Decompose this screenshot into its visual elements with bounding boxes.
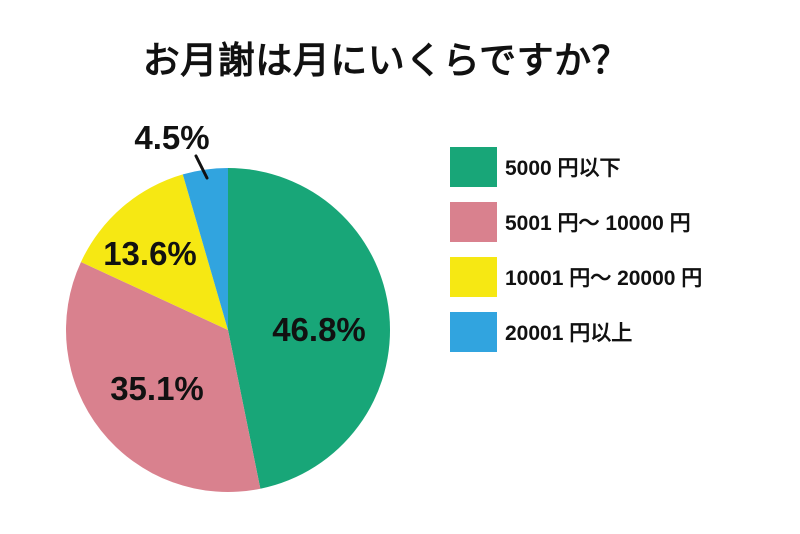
pie-slice (228, 168, 391, 489)
pie-slice (66, 261, 261, 493)
pie-slices (66, 168, 391, 493)
legend-label: 5000 円以下 (505, 157, 621, 180)
legend-item: 5001 円〜 10000 円 (450, 202, 702, 242)
pie-slice (80, 174, 228, 330)
leader-line-blue-slice (194, 154, 209, 180)
legend-item: 5000 円以下 (450, 147, 702, 187)
legend-swatch-pink (450, 202, 497, 242)
slice-value-label-blue: 4.5% (134, 119, 209, 156)
pie-chart: 46.8% 35.1% 13.6% 4.5% (66, 119, 391, 493)
pie-slice (182, 168, 228, 330)
chart-title: お月謝は月にいくらですか？ (142, 40, 630, 81)
legend-swatch-yellow (450, 257, 497, 297)
legend-swatch-green (450, 147, 497, 187)
legend-label: 10001 円〜 20000 円 (505, 267, 703, 290)
legend-item: 10001 円〜 20000 円 (450, 257, 702, 297)
legend-label: 5001 円〜 10000 円 (505, 212, 691, 235)
slice-value-label-yellow: 13.6% (103, 235, 197, 272)
legend-swatch-blue (450, 312, 497, 352)
legend-label: 20001 円以上 (505, 322, 633, 345)
pie-chart-area: 46.8% 35.1% 13.6% 4.5% (36, 110, 436, 510)
legend: 5000 円以下 5001 円〜 10000 円 10001 円〜 20000 … (450, 147, 702, 367)
slice-value-label-green: 46.8% (272, 311, 366, 348)
slice-value-label-pink: 35.1% (110, 370, 204, 407)
legend-item: 20001 円以上 (450, 312, 702, 352)
